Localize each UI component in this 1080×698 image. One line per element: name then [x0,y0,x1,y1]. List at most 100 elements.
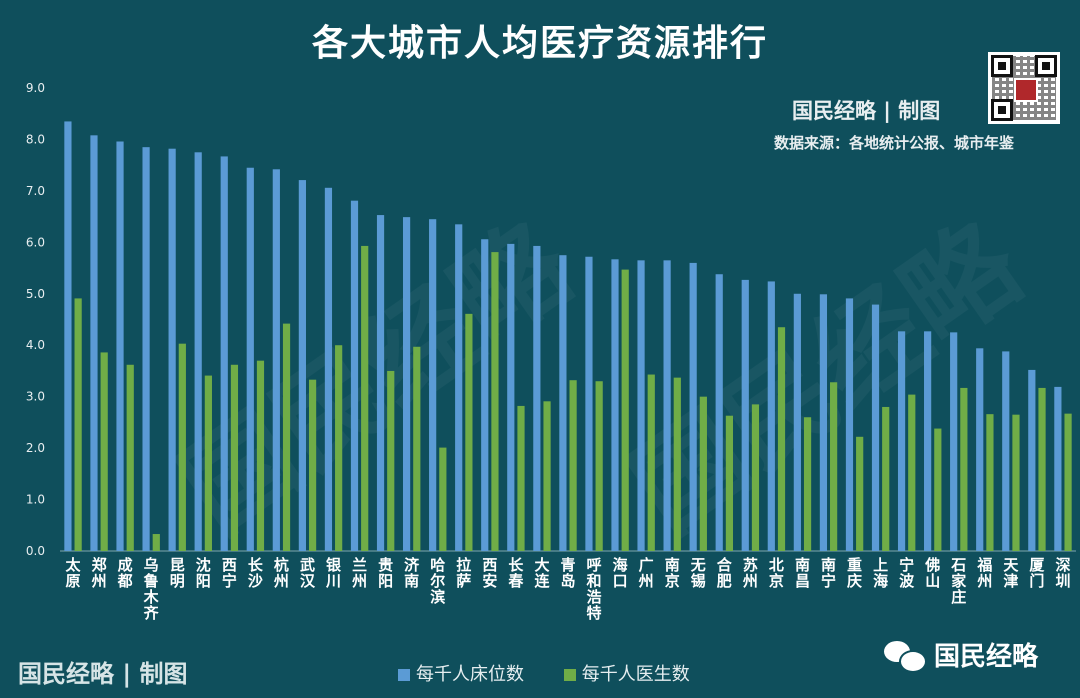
bar-beds [194,152,202,552]
bar-beds [64,121,72,551]
bar-doctors [126,364,134,551]
bar-beds [976,348,984,551]
bar-beds [533,245,541,551]
bar-beds [924,331,932,551]
y-tick-label: 6.0 [26,235,45,249]
bar-beds [793,293,801,551]
x-tick-label: 成都 [117,556,133,590]
x-tick-label: 呼和浩特 [587,556,602,622]
bar-doctors [699,396,707,551]
bar-beds [350,200,359,551]
bar-beds [871,304,880,551]
x-tick-label: 太原 [66,556,82,590]
bar-doctors [543,401,551,551]
legend-item-beds: 每千人床位数 [398,660,524,686]
x-tick-label: 乌鲁木齐 [143,556,160,622]
x-tick-label: 苏州 [742,556,758,590]
x-tick-label: 杭州 [273,556,289,590]
bar-beds [611,259,619,551]
x-tick-label: 济南 [404,556,420,590]
bar-doctors [465,313,473,551]
bar-doctors [491,252,499,551]
bar-doctors [986,414,994,551]
bar-doctors [335,345,343,551]
wechat-account: 国民经略 [884,636,1038,673]
bar-doctors [387,370,395,551]
x-tick-label: 贵阳 [378,556,393,590]
x-tick-label: 重庆 [847,556,862,590]
x-tick-label: 昆明 [170,556,185,590]
legend-swatch-beds [398,669,410,681]
bar-beds [663,260,671,551]
brand-credit-top: 国民经略 | 制图 [792,99,941,123]
bar-doctors [830,382,838,551]
bar-doctors [803,417,812,551]
legend-label-beds: 每千人床位数 [416,664,524,685]
bar-doctors [777,327,786,551]
x-tick-label: 长沙 [248,556,264,590]
bar-beds [402,217,411,551]
bar-beds [429,219,437,551]
x-tick-label: 长春 [508,556,524,590]
x-tick-label: 沈阳 [196,556,211,590]
bar-doctors [361,245,369,551]
x-tick-label: 石家庄 [950,556,966,606]
bar-doctors [282,323,291,551]
x-tick-label: 广州 [638,556,654,590]
bar-doctors [413,346,421,551]
wechat-icon [884,639,927,673]
bar-beds [1028,369,1036,551]
data-source: 数据来源：各地统计公报、城市年鉴 [774,134,1015,152]
x-tick-label: 深圳 [1055,556,1070,590]
bar-doctors [308,379,317,551]
y-tick-label: 8.0 [26,132,45,146]
x-tick-label: 无锡 [690,556,706,590]
bar-beds [1054,386,1062,551]
x-tick-label: 南昌 [795,556,810,590]
legend: 每千人床位数 每千人医生数 [398,660,724,686]
y-tick-label: 0.0 [26,544,45,558]
page-title: 各大城市人均医疗资源排行 [311,23,768,64]
y-tick-label: 3.0 [26,390,45,404]
bar-beds [767,281,775,551]
x-tick-label: 佛山 [924,556,940,590]
bar-beds [950,332,958,551]
bar-beds [507,243,515,552]
x-tick-label: 北京 [769,556,784,590]
bar-doctors [934,428,942,551]
legend-label-doctors: 每千人医生数 [581,664,690,685]
bar-beds [1002,351,1010,551]
bar-doctors [856,436,864,551]
bar-beds [168,148,176,551]
bar-doctors [152,534,160,551]
x-tick-label: 大连 [534,556,550,590]
bar-beds [272,169,280,551]
bar-doctors [517,405,525,551]
x-tick-label: 上海 [873,556,888,590]
y-tick-label: 5.0 [26,287,45,301]
x-tick-label: 宁波 [899,556,915,590]
bar-doctors [751,404,760,551]
bar-doctors [100,352,108,551]
bar-doctors [204,375,212,551]
bar-beds [246,167,254,551]
legend-item-doctors: 每千人医生数 [563,660,690,686]
bar-doctors [256,360,265,551]
bar-beds [324,187,333,551]
bar-beds [455,224,463,552]
x-tick-label: 兰州 [351,556,367,590]
x-tick-label: 海口 [613,556,628,590]
y-tick-label: 9.0 [26,81,45,95]
x-tick-label: 哈尔滨 [430,556,445,606]
bar-beds [559,255,567,551]
x-tick-label: 天津 [1003,556,1019,590]
x-tick-label: 拉萨 [456,556,471,590]
bar-doctors [725,415,734,551]
bar-beds [298,180,306,551]
qr-code-icon [988,52,1060,124]
bar-doctors [569,380,577,551]
x-tick-label: 南京 [665,556,680,590]
bar-doctors [74,298,82,551]
